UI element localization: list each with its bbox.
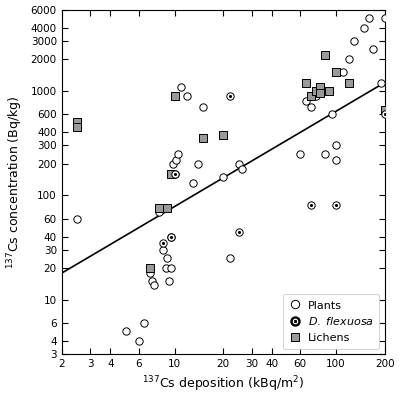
Point	[308, 202, 314, 209]
Point	[236, 228, 242, 235]
Point	[382, 107, 388, 114]
Point	[162, 265, 169, 272]
Point	[361, 25, 368, 31]
Point	[168, 234, 174, 240]
Point	[168, 234, 174, 240]
Point	[382, 111, 388, 117]
Point	[171, 171, 178, 177]
Point	[346, 79, 352, 86]
Point	[227, 92, 233, 99]
Point	[74, 119, 80, 126]
Point	[164, 205, 170, 212]
Point	[156, 208, 162, 215]
Point	[168, 171, 174, 177]
Point	[123, 328, 129, 334]
Point	[200, 135, 206, 142]
Point	[333, 202, 339, 209]
Point	[227, 255, 233, 262]
Point	[171, 171, 178, 177]
Point	[236, 228, 242, 235]
Point	[184, 92, 190, 99]
Point	[173, 156, 179, 163]
Point	[200, 104, 206, 110]
Point	[317, 90, 324, 96]
Point	[340, 69, 346, 76]
Point	[317, 83, 324, 90]
Point	[329, 111, 336, 117]
Point	[74, 124, 80, 130]
Point	[156, 205, 162, 212]
Point	[326, 88, 332, 94]
Point	[171, 171, 178, 177]
Point	[333, 142, 339, 149]
Point	[178, 83, 184, 90]
Point	[220, 132, 226, 138]
Point	[168, 265, 174, 272]
Point	[326, 88, 332, 94]
Point	[160, 247, 166, 253]
Point	[370, 46, 376, 52]
Point	[382, 15, 388, 21]
Point	[333, 202, 339, 209]
Point	[378, 79, 384, 86]
X-axis label: $^{137}$Cs deposition (kBq/m$^{2}$): $^{137}$Cs deposition (kBq/m$^{2}$)	[142, 375, 304, 394]
Point	[333, 156, 339, 163]
Point	[175, 150, 181, 157]
Point	[160, 240, 166, 246]
Point	[146, 270, 153, 276]
Point	[149, 278, 156, 285]
Point	[308, 104, 314, 110]
Point	[313, 92, 319, 99]
Point	[190, 180, 196, 187]
Point	[303, 98, 309, 104]
Point	[322, 52, 328, 58]
Point	[313, 88, 319, 94]
Point	[195, 161, 201, 167]
Point	[168, 234, 174, 240]
Point	[322, 150, 328, 157]
Point	[220, 174, 226, 180]
Y-axis label: $^{137}$Cs concentration (Bq/kg): $^{137}$Cs concentration (Bq/kg)	[6, 95, 25, 269]
Point	[308, 202, 314, 209]
Point	[333, 69, 339, 76]
Point	[171, 92, 178, 99]
Point	[238, 166, 245, 172]
Point	[351, 38, 358, 44]
Point	[317, 83, 324, 90]
Point	[74, 215, 80, 222]
Point	[146, 265, 153, 272]
Point	[308, 92, 314, 99]
Point	[170, 161, 176, 167]
Point	[141, 320, 148, 326]
Point	[303, 79, 309, 86]
Point	[166, 278, 172, 285]
Point	[236, 161, 242, 167]
Point	[160, 240, 166, 246]
Point	[164, 255, 170, 262]
Point	[366, 15, 372, 21]
Point	[227, 92, 233, 99]
Point	[151, 281, 158, 288]
Point	[136, 338, 142, 344]
Legend: Plants, $D.$ $flexuosa$, Lichens: Plants, $D.$ $flexuosa$, Lichens	[283, 294, 379, 349]
Point	[297, 150, 304, 157]
Point	[382, 111, 388, 117]
Point	[346, 56, 352, 63]
